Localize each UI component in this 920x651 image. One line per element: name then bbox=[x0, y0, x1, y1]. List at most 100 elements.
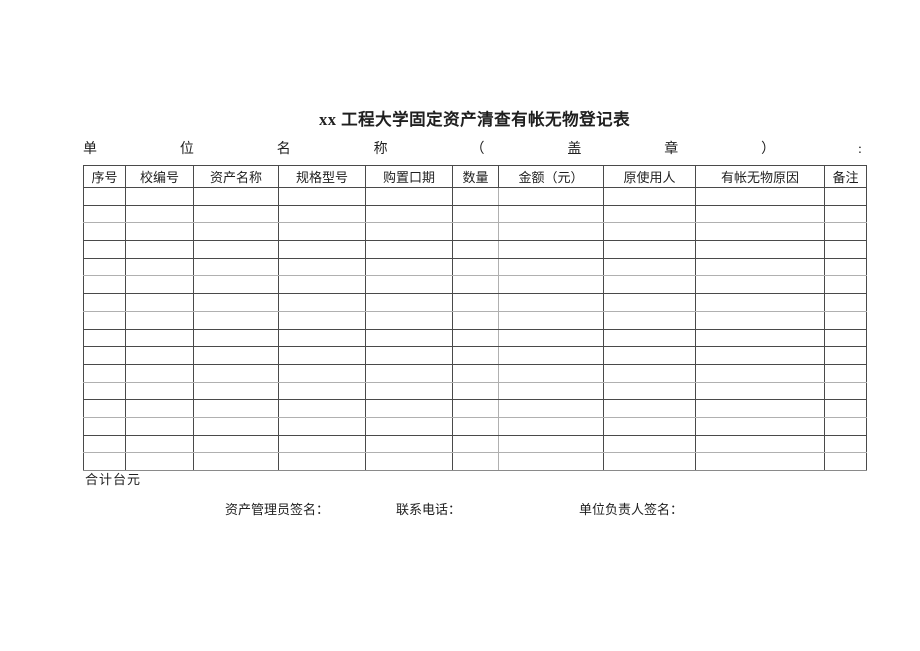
table-cell bbox=[603, 293, 696, 312]
table-cell bbox=[278, 240, 366, 259]
table-cell bbox=[695, 381, 825, 401]
table-cell bbox=[125, 328, 194, 348]
table-cell bbox=[193, 204, 279, 224]
table-cell bbox=[452, 363, 499, 383]
unit-seal-char: 盖 bbox=[567, 142, 582, 157]
table-cell bbox=[365, 310, 453, 330]
table-cell bbox=[365, 346, 453, 365]
table-row bbox=[83, 310, 867, 330]
table-cell bbox=[365, 399, 453, 418]
unit-seal-char: 称 bbox=[373, 142, 388, 157]
table-cell bbox=[498, 187, 604, 206]
table-cell bbox=[824, 187, 867, 206]
table-cell bbox=[824, 381, 867, 401]
table-cell bbox=[83, 328, 126, 348]
table-row bbox=[83, 399, 867, 418]
unit-seal-char: 章 bbox=[664, 142, 679, 157]
unit-seal-char: : bbox=[858, 142, 862, 157]
table-cell bbox=[452, 240, 499, 259]
table-cell bbox=[125, 275, 194, 295]
table-row bbox=[83, 452, 867, 471]
table-cell bbox=[125, 399, 194, 418]
table-row bbox=[83, 346, 867, 365]
table-cell bbox=[365, 328, 453, 348]
table-cell bbox=[193, 416, 279, 436]
table-cell bbox=[193, 293, 279, 312]
table-cell bbox=[603, 416, 696, 436]
table-cell bbox=[498, 222, 604, 242]
column-header: 校编号 bbox=[125, 165, 194, 188]
table-cell bbox=[695, 187, 825, 206]
table-cell bbox=[695, 416, 825, 436]
table-cell bbox=[365, 363, 453, 383]
total-label: 合计台元 bbox=[85, 472, 142, 487]
table-cell bbox=[278, 416, 366, 436]
table-cell bbox=[278, 293, 366, 312]
table-cell bbox=[695, 222, 825, 242]
table-cell bbox=[824, 310, 867, 330]
table-row bbox=[83, 363, 867, 383]
column-header: 数量 bbox=[452, 165, 499, 188]
column-header: 资产名称 bbox=[193, 165, 279, 188]
table-cell bbox=[695, 328, 825, 348]
table-cell bbox=[603, 257, 696, 277]
table-cell bbox=[193, 452, 279, 471]
table-row bbox=[83, 257, 867, 277]
table-cell bbox=[125, 363, 194, 383]
table-cell bbox=[824, 204, 867, 224]
table-cell bbox=[824, 222, 867, 242]
table-row bbox=[83, 328, 867, 348]
table-cell bbox=[498, 275, 604, 295]
table-cell bbox=[452, 293, 499, 312]
table-cell bbox=[452, 257, 499, 277]
table-cell bbox=[452, 381, 499, 401]
column-header: 备注 bbox=[824, 165, 867, 188]
table-cell bbox=[498, 257, 604, 277]
table-cell bbox=[125, 310, 194, 330]
table-cell bbox=[365, 257, 453, 277]
table-cell bbox=[278, 222, 366, 242]
table-cell bbox=[498, 416, 604, 436]
table-cell bbox=[824, 399, 867, 418]
table-cell bbox=[365, 293, 453, 312]
table-cell bbox=[365, 434, 453, 454]
table-cell bbox=[824, 452, 867, 471]
table-cell bbox=[193, 346, 279, 365]
unit-seal-char: 位 bbox=[179, 142, 194, 157]
table-cell bbox=[603, 222, 696, 242]
table-cell bbox=[603, 346, 696, 365]
table-cell bbox=[83, 399, 126, 418]
table-row bbox=[83, 275, 867, 295]
table-cell bbox=[125, 346, 194, 365]
table-cell bbox=[278, 275, 366, 295]
table-cell bbox=[603, 310, 696, 330]
table-cell bbox=[452, 222, 499, 242]
table-cell bbox=[125, 452, 194, 471]
table-cell bbox=[193, 222, 279, 242]
table-cell bbox=[365, 222, 453, 242]
table-cell bbox=[452, 434, 499, 454]
table-cell bbox=[498, 399, 604, 418]
table-cell bbox=[365, 275, 453, 295]
table-cell bbox=[83, 346, 126, 365]
table-cell bbox=[125, 187, 194, 206]
table-cell bbox=[83, 204, 126, 224]
table-cell bbox=[83, 222, 126, 242]
column-header: 序号 bbox=[83, 165, 126, 188]
column-header: 规格型号 bbox=[278, 165, 366, 188]
unit-seal-char: 名 bbox=[276, 142, 291, 157]
table-cell bbox=[824, 293, 867, 312]
table-cell bbox=[193, 363, 279, 383]
table-cell bbox=[824, 434, 867, 454]
table-cell bbox=[365, 416, 453, 436]
document-title: xx 工程大学固定资产清查有帐无物登记表 bbox=[318, 110, 631, 130]
table-cell bbox=[695, 452, 825, 471]
table-row bbox=[83, 381, 867, 401]
table-row bbox=[83, 293, 867, 312]
table-cell bbox=[365, 452, 453, 471]
contact-phone-label: 联系电话： bbox=[396, 502, 462, 517]
column-header: 原使用人 bbox=[603, 165, 696, 188]
table-cell bbox=[193, 187, 279, 206]
table-cell bbox=[278, 346, 366, 365]
table-cell bbox=[193, 381, 279, 401]
